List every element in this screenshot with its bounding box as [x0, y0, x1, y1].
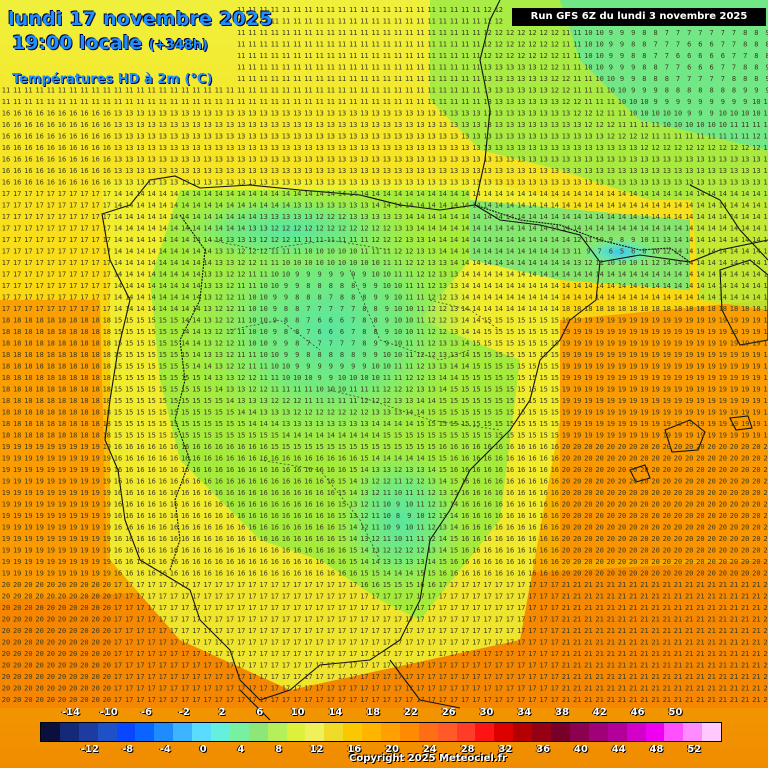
sardinia [719, 259, 768, 346]
legend-swatch [305, 723, 325, 741]
legend-top-label: 2 [219, 707, 226, 718]
legend-bottom-label: -8 [122, 744, 133, 755]
legend-top-label: -14 [62, 707, 80, 718]
legend-bottom-label: 52 [687, 744, 701, 755]
legend-swatch [343, 723, 363, 741]
legend-swatch [607, 723, 627, 741]
copyright-text: Copyright 2025 Meteociel.fr [349, 753, 507, 764]
legend-swatch [59, 723, 79, 741]
warm-sea-east [560, 300, 768, 560]
legend-top-label: 10 [291, 707, 305, 718]
run-info-box: Run GFS 6Z du lundi 3 novembre 2025 [512, 8, 766, 26]
legend-swatch [532, 723, 552, 741]
legend-swatch [267, 723, 287, 741]
legend-swatch [324, 723, 344, 741]
legend-bottom-label: 8 [275, 744, 282, 755]
legend-swatch [41, 723, 60, 741]
legend-top-label: 50 [668, 707, 682, 718]
balearic-menorca [729, 415, 753, 431]
map-subtitle: Températures HD à 2m (°C) [12, 72, 212, 87]
legend-top-label: 18 [366, 707, 380, 718]
legend-swatch [362, 723, 382, 741]
legend-swatch [286, 723, 306, 741]
legend-swatch [494, 723, 514, 741]
legend-swatch [381, 723, 400, 741]
legend-swatch [135, 723, 155, 741]
france-south-coast [599, 239, 768, 263]
balearic-ibiza [629, 464, 651, 483]
forecast-offset: (+348h) [149, 38, 208, 53]
pyrenees-border [474, 204, 691, 263]
legend-swatch [173, 723, 193, 741]
portugal-border [169, 214, 206, 571]
legend-swatch [229, 723, 249, 741]
forecast-time: 19:00 locale (+348h) [12, 32, 208, 54]
legend-bottom-label: 20 [385, 744, 399, 755]
legend-swatch [645, 723, 665, 741]
france-coast [474, 0, 501, 206]
balearic-mallorca [664, 419, 706, 453]
legend-swatch [399, 723, 419, 741]
cool-south [330, 440, 470, 600]
legend-bottom-label: 24 [423, 744, 437, 755]
legend-bottom-label: 12 [309, 744, 323, 755]
legend-swatch [664, 723, 684, 741]
legend-swatch [626, 723, 646, 741]
legend-swatch [569, 723, 589, 741]
color-legend-bar [40, 722, 722, 742]
legend-bottom-label: 4 [237, 744, 244, 755]
legend-swatch [211, 723, 230, 741]
legend-swatch [475, 723, 495, 741]
north-cool [560, 0, 768, 150]
legend-bottom-label: 16 [347, 744, 361, 755]
legend-top-label: 46 [631, 707, 645, 718]
legend-swatch [456, 723, 476, 741]
legend-bottom-label: 28 [461, 744, 475, 755]
forecast-time-label: 19:00 locale [12, 32, 142, 54]
legend-top-label: 42 [593, 707, 607, 718]
morocco-coast [239, 659, 461, 721]
legend-swatch [78, 723, 98, 741]
legend-top-label: 38 [555, 707, 569, 718]
region-borders [209, 239, 501, 561]
legend-swatch [702, 723, 722, 741]
pyrenees-cold [570, 234, 670, 270]
legend-top-label: 6 [256, 707, 263, 718]
italy-coast [689, 184, 768, 261]
east-green [690, 160, 768, 310]
legend-swatch [116, 723, 136, 741]
legend-swatch [154, 723, 174, 741]
legend-bottom-label: 40 [574, 744, 588, 755]
legend-bottom-label: 44 [612, 744, 626, 755]
legend-swatch [97, 723, 117, 741]
legend-swatch [437, 723, 457, 741]
legend-swatch [588, 723, 608, 741]
legend-swatch [513, 723, 533, 741]
legend-bottom-label: 48 [649, 744, 663, 755]
legend-bottom-label: 32 [498, 744, 512, 755]
legend-bottom-label: 0 [200, 744, 207, 755]
iberia-coast [101, 175, 601, 701]
legend-swatch [418, 723, 438, 741]
legend-swatch [683, 723, 703, 741]
legend-top-label: -10 [100, 707, 118, 718]
legend-bottom-label: 36 [536, 744, 550, 755]
legend-top-label: -2 [179, 707, 190, 718]
legend-bottom-label: -4 [160, 744, 171, 755]
legend-top-label: 34 [517, 707, 531, 718]
legend-top-label: 26 [442, 707, 456, 718]
legend-top-label: -6 [141, 707, 152, 718]
legend-swatch [192, 723, 212, 741]
country-borders [101, 0, 768, 721]
legend-swatch [248, 723, 268, 741]
forecast-date: lundi 17 novembre 2025 [8, 8, 273, 30]
legend-bottom-label: -12 [81, 744, 99, 755]
legend-top-label: 30 [479, 707, 493, 718]
legend-top-label: 14 [328, 707, 342, 718]
legend-swatch [551, 723, 570, 741]
legend-top-label: 22 [404, 707, 418, 718]
cool-north [160, 190, 420, 270]
